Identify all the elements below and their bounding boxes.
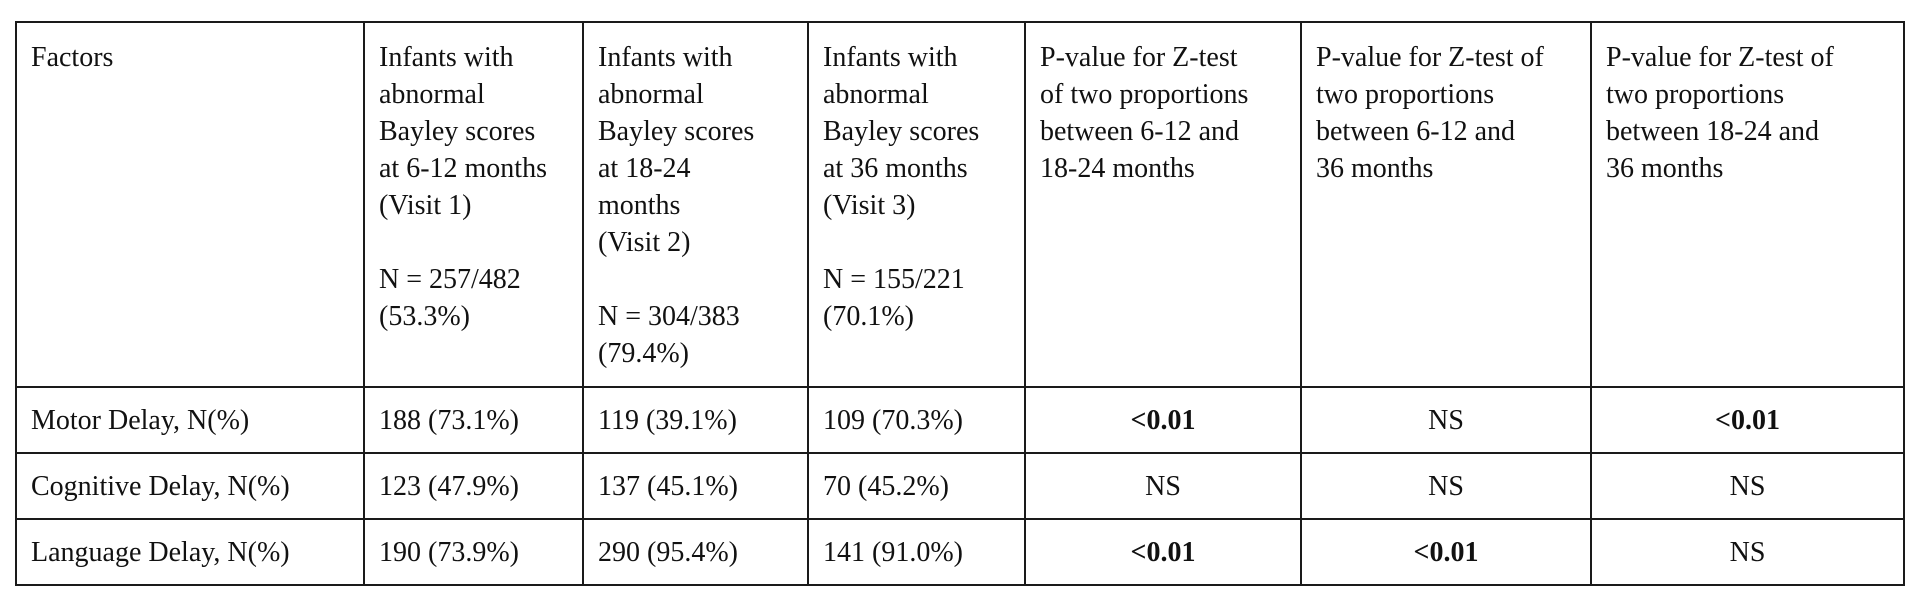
data-table-container: Factors Infants with abnormal Bayley scores… bbox=[15, 21, 1905, 586]
factor-cell: Language Delay, N(%) bbox=[15, 518, 365, 586]
header-text-line: Infants with bbox=[823, 42, 958, 73]
pvalue-18-24-vs-36-cell: NS bbox=[1590, 452, 1905, 520]
table-row: Motor Delay, N(%) 188 (73.1%) 119 (39.1%) 1… bbox=[15, 386, 1905, 454]
header-text-line: (Visit 2) bbox=[598, 227, 691, 258]
header-text-line: (Visit 1) bbox=[379, 190, 472, 221]
header-factors: Factors bbox=[15, 21, 365, 388]
header-text-line: P-value for Z-test bbox=[1040, 42, 1238, 73]
header-sample-size-line: (70.1%) bbox=[823, 301, 914, 332]
pvalue-18-24-vs-36-cell: NS bbox=[1590, 518, 1905, 586]
header-text-line: Bayley scores bbox=[823, 116, 980, 147]
header-text-line: two proportions bbox=[1316, 79, 1495, 110]
pvalue-6-12-vs-18-24-cell: <0.01 bbox=[1024, 386, 1302, 454]
visit3-cell: 70 (45.2%) bbox=[807, 452, 1026, 520]
visit2-cell: 137 (45.1%) bbox=[582, 452, 809, 520]
header-row: Factors Infants with abnormal Bayley scores… bbox=[15, 21, 1905, 388]
header-spacer bbox=[823, 224, 1010, 261]
header-text-line: 18-24 months bbox=[1040, 153, 1195, 184]
header-text-line: Infants with bbox=[379, 42, 514, 73]
header-text-line: months bbox=[598, 190, 681, 221]
pvalue-6-12-vs-18-24-cell: <0.01 bbox=[1024, 518, 1302, 586]
factor-cell: Motor Delay, N(%) bbox=[15, 386, 365, 454]
visit1-cell: 190 (73.9%) bbox=[363, 518, 584, 586]
header-text-line: of two proportions bbox=[1040, 79, 1249, 110]
header-sample-size-line: N = 257/482 bbox=[379, 264, 521, 295]
table-row: Cognitive Delay, N(%) 123 (47.9%) 137 (45.… bbox=[15, 452, 1905, 520]
header-pvalue-6-12-vs-18-24: P-value for Z-test of two proportions betw… bbox=[1024, 21, 1302, 388]
header-text-line: abnormal bbox=[379, 79, 485, 110]
header-text-line: two proportions bbox=[1606, 79, 1785, 110]
header-spacer bbox=[598, 261, 793, 298]
header-text-line: (Visit 3) bbox=[823, 190, 916, 221]
header-visit1: Infants with abnormal Bayley scores at 6-12… bbox=[363, 21, 584, 388]
header-text-line: at 6-12 months bbox=[379, 153, 547, 184]
header-text-line: abnormal bbox=[598, 79, 704, 110]
pvalue-6-12-vs-36-cell: NS bbox=[1300, 452, 1592, 520]
header-text-line: Bayley scores bbox=[598, 116, 755, 147]
header-spacer bbox=[379, 224, 568, 261]
factor-cell: Cognitive Delay, N(%) bbox=[15, 452, 365, 520]
header-text-line: between 6-12 and bbox=[1316, 116, 1516, 147]
header-pvalue-6-12-vs-36: P-value for Z-test of two proportions betw… bbox=[1300, 21, 1592, 388]
header-sample-size-line: (79.4%) bbox=[598, 338, 689, 369]
header-sample-size-line: (53.3%) bbox=[379, 301, 470, 332]
header-sample-size-line: N = 304/383 bbox=[598, 301, 740, 332]
pvalue-6-12-vs-36-cell: NS bbox=[1300, 386, 1592, 454]
header-pvalue-18-24-vs-36: P-value for Z-test of two proportions betw… bbox=[1590, 21, 1905, 388]
header-text-line: at 18-24 bbox=[598, 153, 691, 184]
bayley-scores-table: Factors Infants with abnormal Bayley scores… bbox=[15, 21, 1905, 586]
visit3-cell: 141 (91.0%) bbox=[807, 518, 1026, 586]
header-text-line: Bayley scores bbox=[379, 116, 536, 147]
header-text-line: between 6-12 and bbox=[1040, 116, 1240, 147]
header-text-line: abnormal bbox=[823, 79, 929, 110]
header-text-line: 36 months bbox=[1606, 153, 1724, 184]
header-text-line: at 36 months bbox=[823, 153, 968, 184]
pvalue-18-24-vs-36-cell: <0.01 bbox=[1590, 386, 1905, 454]
header-text-line: Factors bbox=[31, 42, 114, 73]
header-text-line: P-value for Z-test of bbox=[1316, 42, 1544, 73]
table-row: Language Delay, N(%) 190 (73.9%) 290 (95.4… bbox=[15, 518, 1905, 586]
visit1-cell: 123 (47.9%) bbox=[363, 452, 584, 520]
visit1-cell: 188 (73.1%) bbox=[363, 386, 584, 454]
visit3-cell: 109 (70.3%) bbox=[807, 386, 1026, 454]
table-body: Motor Delay, N(%) 188 (73.1%) 119 (39.1%) 1… bbox=[15, 386, 1905, 586]
header-text-line: P-value for Z-test of bbox=[1606, 42, 1834, 73]
header-visit3: Infants with abnormal Bayley scores at 36 m… bbox=[807, 21, 1026, 388]
visit2-cell: 119 (39.1%) bbox=[582, 386, 809, 454]
header-visit2: Infants with abnormal Bayley scores at 18-2… bbox=[582, 21, 809, 388]
header-text-line: between 18-24 and bbox=[1606, 116, 1820, 147]
pvalue-6-12-vs-18-24-cell: NS bbox=[1024, 452, 1302, 520]
header-text-line: 36 months bbox=[1316, 153, 1434, 184]
header-sample-size-line: N = 155/221 bbox=[823, 264, 965, 295]
visit2-cell: 290 (95.4%) bbox=[582, 518, 809, 586]
pvalue-6-12-vs-36-cell: <0.01 bbox=[1300, 518, 1592, 586]
header-text-line: Infants with bbox=[598, 42, 733, 73]
